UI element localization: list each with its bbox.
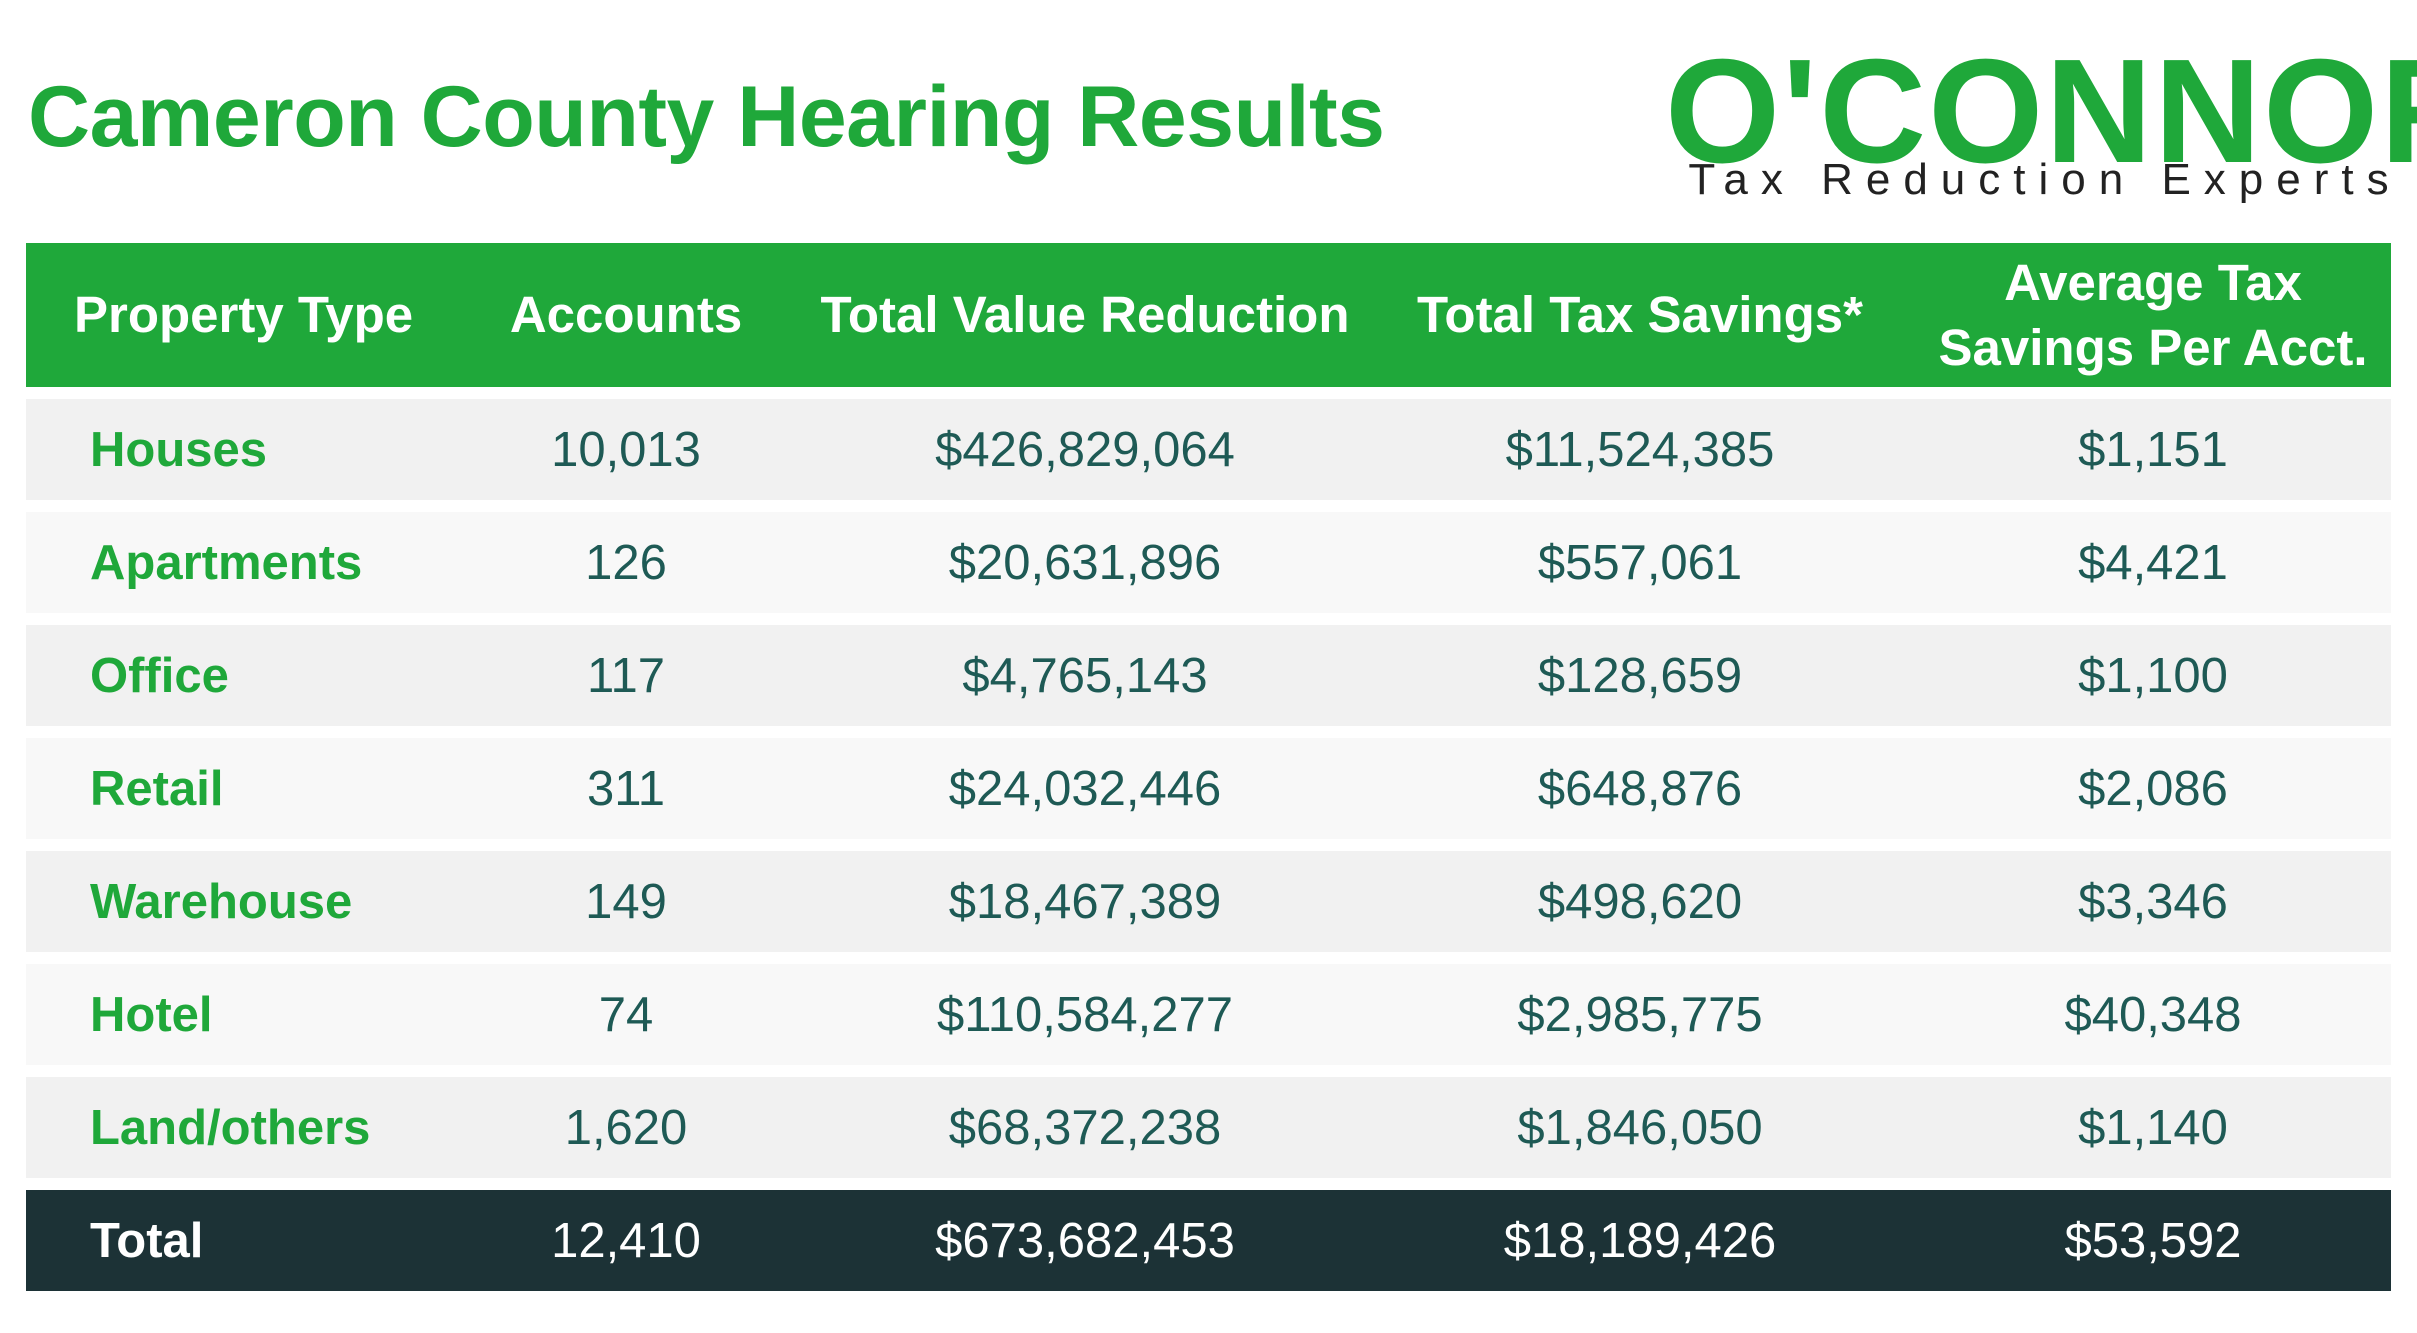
- header-property-type: Property Type: [26, 243, 447, 387]
- cell-property-type: Hotel: [26, 964, 447, 1065]
- cell-value-reduction: $68,372,238: [805, 1077, 1365, 1178]
- cell-tax-savings: $2,985,775: [1365, 964, 1915, 1065]
- cell-accounts: 1,620: [447, 1077, 805, 1178]
- cell-tax-savings: $11,524,385: [1365, 399, 1915, 500]
- cell-avg-savings: $2,086: [1915, 738, 2391, 839]
- header-total-value-reduction: Total Value Reduction: [805, 243, 1365, 387]
- cell-accounts: 117: [447, 625, 805, 726]
- cell-accounts: 10,013: [447, 399, 805, 500]
- cell-value-reduction: $110,584,277: [805, 964, 1365, 1065]
- hearing-results-table: Property Type Accounts Total Value Reduc…: [26, 231, 2391, 1303]
- table-row: Warehouse 149 $18,467,389 $498,620 $3,34…: [26, 851, 2391, 952]
- cell-value-reduction: $24,032,446: [805, 738, 1365, 839]
- header-average-line-1: Average Tax: [2004, 253, 2302, 311]
- cell-avg-savings: $1,140: [1915, 1077, 2391, 1178]
- oconnor-logo: O'CONNOR Tax Reduction Experts: [1665, 29, 2417, 213]
- cell-property-type: Warehouse: [26, 851, 447, 952]
- cell-accounts: 74: [447, 964, 805, 1065]
- total-tax-savings: $18,189,426: [1365, 1190, 1915, 1291]
- header-total-tax-savings: Total Tax Savings*: [1365, 243, 1915, 387]
- table-row: Hotel 74 $110,584,277 $2,985,775 $40,348: [26, 964, 2391, 1065]
- cell-value-reduction: $20,631,896: [805, 512, 1365, 613]
- total-value-reduction: $673,682,453: [805, 1190, 1365, 1291]
- cell-tax-savings: $1,846,050: [1365, 1077, 1915, 1178]
- cell-avg-savings: $1,100: [1915, 625, 2391, 726]
- table-row: Houses 10,013 $426,829,064 $11,524,385 $…: [26, 399, 2391, 500]
- cell-property-type: Houses: [26, 399, 447, 500]
- logo-tagline: Tax Reduction Experts: [1688, 155, 2402, 204]
- cell-avg-savings: $1,151: [1915, 399, 2391, 500]
- header-accounts: Accounts: [447, 243, 805, 387]
- table-header-row: Property Type Accounts Total Value Reduc…: [26, 243, 2391, 387]
- cell-property-type: Retail: [26, 738, 447, 839]
- cell-value-reduction: $4,765,143: [805, 625, 1365, 726]
- table-row: Retail 311 $24,032,446 $648,876 $2,086: [26, 738, 2391, 839]
- cell-property-type: Apartments: [26, 512, 447, 613]
- cell-accounts: 126: [447, 512, 805, 613]
- table-total-row: Total 12,410 $673,682,453 $18,189,426 $5…: [26, 1190, 2391, 1291]
- header-average-tax-savings: Average Tax Savings Per Acct.: [1915, 243, 2391, 387]
- cell-value-reduction: $426,829,064: [805, 399, 1365, 500]
- table-row: Office 117 $4,765,143 $128,659 $1,100: [26, 625, 2391, 726]
- cell-avg-savings: $4,421: [1915, 512, 2391, 613]
- table-row: Land/others 1,620 $68,372,238 $1,846,050…: [26, 1077, 2391, 1178]
- cell-value-reduction: $18,467,389: [805, 851, 1365, 952]
- cell-tax-savings: $128,659: [1365, 625, 1915, 726]
- cell-property-type: Land/others: [26, 1077, 447, 1178]
- page-title: Cameron County Hearing Results: [28, 69, 1385, 165]
- cell-avg-savings: $3,346: [1915, 851, 2391, 952]
- cell-property-type: Office: [26, 625, 447, 726]
- cell-tax-savings: $557,061: [1365, 512, 1915, 613]
- logo-wordmark: O'CONNOR: [1665, 29, 2417, 194]
- total-accounts: 12,410: [447, 1190, 805, 1291]
- table-row: Apartments 126 $20,631,896 $557,061 $4,4…: [26, 512, 2391, 613]
- total-avg-savings: $53,592: [1915, 1190, 2391, 1291]
- cell-tax-savings: $498,620: [1365, 851, 1915, 952]
- cell-accounts: 311: [447, 738, 805, 839]
- header-average-line-2: Savings Per Acct.: [1938, 319, 2368, 376]
- cell-avg-savings: $40,348: [1915, 964, 2391, 1065]
- total-label: Total: [26, 1190, 447, 1291]
- cell-accounts: 149: [447, 851, 805, 952]
- cell-tax-savings: $648,876: [1365, 738, 1915, 839]
